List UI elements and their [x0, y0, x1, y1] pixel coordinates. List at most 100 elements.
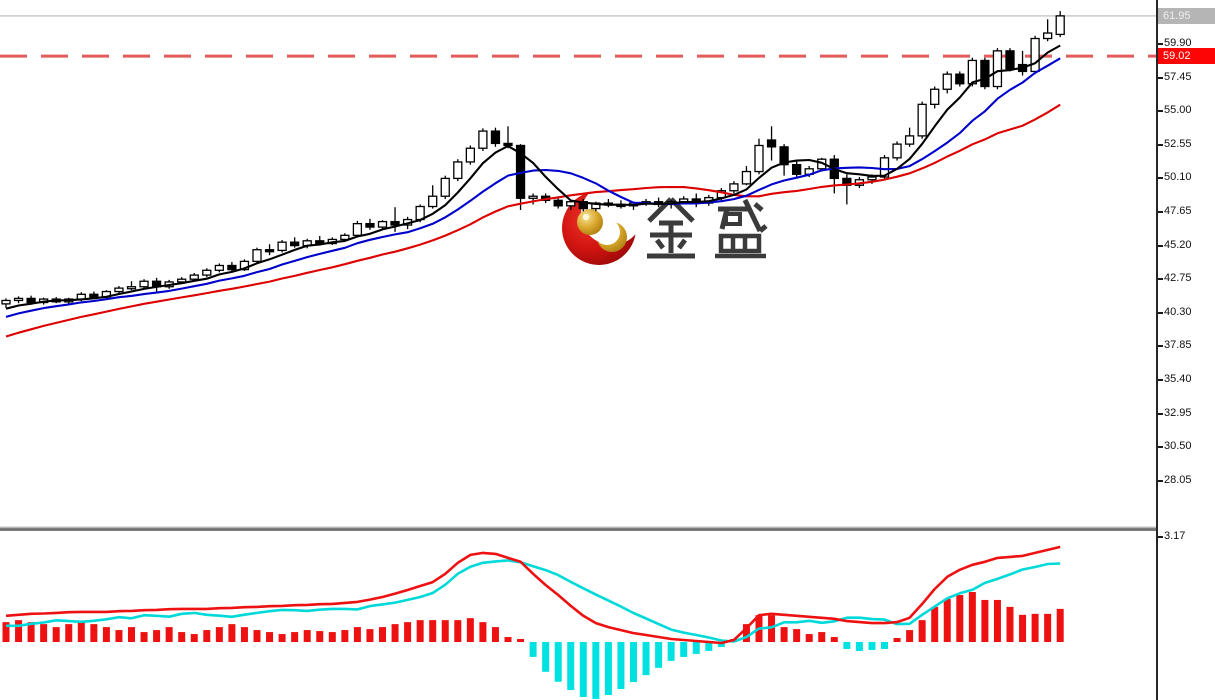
- candle[interactable]: [566, 200, 576, 210]
- candle[interactable]: [904, 127, 915, 147]
- candle[interactable]: [114, 286, 124, 294]
- candle[interactable]: [980, 57, 990, 90]
- candle[interactable]: [151, 277, 162, 292]
- candle[interactable]: [490, 127, 501, 147]
- candle[interactable]: [1005, 48, 1015, 72]
- candle[interactable]: [264, 244, 275, 256]
- price-tick-label: 55.00: [1164, 104, 1192, 117]
- macd-histogram-bar: [943, 598, 951, 642]
- macd-histogram-bar: [554, 642, 562, 682]
- candle[interactable]: [252, 247, 262, 263]
- candle[interactable]: [377, 220, 388, 230]
- price-tick-label: 45.20: [1164, 238, 1192, 251]
- price-chart-canvas[interactable]: [0, 0, 1157, 527]
- candle[interactable]: [603, 198, 614, 208]
- price-tick-tick: [1158, 244, 1163, 247]
- candle[interactable]: [1, 298, 11, 308]
- candle[interactable]: [1055, 11, 1065, 38]
- macd-histogram-bar: [956, 594, 964, 642]
- macd-histogram-bar: [780, 627, 788, 642]
- candle[interactable]: [202, 268, 212, 278]
- candle[interactable]: [1030, 35, 1040, 75]
- macd-histogram-bar: [77, 622, 85, 642]
- macd-histogram-bar: [504, 637, 512, 642]
- candle[interactable]: [779, 144, 789, 176]
- macd-histogram-bar: [303, 630, 311, 642]
- candle[interactable]: [691, 193, 701, 208]
- candle[interactable]: [892, 141, 902, 161]
- macd-histogram-bar: [140, 632, 148, 642]
- candle[interactable]: [465, 145, 476, 165]
- macd-histogram-bar: [868, 642, 876, 650]
- alert-price-badge[interactable]: 59.02: [1158, 48, 1215, 64]
- macd-histogram-bar: [454, 620, 462, 642]
- candle[interactable]: [792, 160, 802, 178]
- candle[interactable]: [930, 86, 940, 109]
- candle[interactable]: [503, 126, 513, 149]
- candle[interactable]: [289, 237, 300, 248]
- macd-histogram-layer: [2, 591, 1064, 699]
- price-tick-label: 30.50: [1164, 440, 1192, 453]
- ma-fast-line: [5, 44, 1061, 310]
- candle[interactable]: [528, 193, 538, 205]
- macd-histogram-bar: [65, 624, 73, 642]
- price-tick-label: 50.10: [1164, 171, 1192, 184]
- candle[interactable]: [440, 175, 450, 199]
- macd-histogram-bar: [1056, 608, 1064, 642]
- macd-histogram-bar: [630, 642, 637, 683]
- macd-histogram-bar: [278, 634, 286, 642]
- macd-histogram-bar: [190, 634, 198, 642]
- candle[interactable]: [1017, 50, 1028, 76]
- macd-histogram-bar: [253, 630, 261, 642]
- macd-histogram-bar: [27, 622, 35, 642]
- candle[interactable]: [277, 240, 287, 253]
- macd-histogram-bar: [165, 627, 173, 642]
- macd-histogram-bar: [918, 620, 926, 642]
- price-axis[interactable]: 61.95 59.02 59.90 57.45 55.00 52.55 50.10 47.…: [1158, 0, 1215, 700]
- macd-histogram-bar: [742, 624, 750, 642]
- candle[interactable]: [653, 197, 664, 208]
- candle[interactable]: [766, 126, 777, 161]
- macd-histogram-bar: [266, 632, 274, 642]
- candle[interactable]: [453, 159, 463, 182]
- price-tick-label: 40.30: [1164, 305, 1192, 318]
- candle[interactable]: [227, 262, 237, 272]
- macd-dea-line: [6, 559, 1061, 643]
- candle[interactable]: [578, 198, 588, 212]
- candle[interactable]: [955, 71, 965, 87]
- indicator-tick-tick: [1158, 536, 1163, 538]
- macd-histogram-bar: [391, 624, 399, 642]
- candle[interactable]: [352, 220, 363, 237]
- candle[interactable]: [754, 138, 764, 175]
- macd-histogram-bar: [353, 627, 361, 642]
- candle[interactable]: [13, 296, 24, 304]
- candle[interactable]: [214, 263, 225, 273]
- candle[interactable]: [992, 48, 1003, 90]
- price-tick-tick: [1158, 379, 1163, 381]
- price-tick-tick: [1158, 76, 1163, 79]
- candle[interactable]: [842, 174, 852, 205]
- macd-histogram-bar: [40, 624, 48, 642]
- candle[interactable]: [428, 185, 438, 209]
- candle[interactable]: [390, 207, 400, 232]
- candle[interactable]: [478, 128, 488, 151]
- candle[interactable]: [365, 218, 375, 230]
- macd-histogram-bar: [466, 618, 474, 642]
- candle[interactable]: [126, 281, 137, 291]
- candle[interactable]: [741, 166, 752, 186]
- candle[interactable]: [139, 279, 149, 289]
- price-tick-tick: [1158, 479, 1163, 482]
- candle[interactable]: [829, 155, 839, 194]
- current-price-badge: 61.95: [1158, 8, 1215, 24]
- indicator-canvas[interactable]: [0, 531, 1157, 700]
- candle[interactable]: [917, 101, 927, 139]
- panel-divider[interactable]: [0, 526, 1215, 531]
- candle[interactable]: [942, 71, 952, 94]
- candle[interactable]: [729, 181, 739, 194]
- ma-slow-line: [5, 103, 1061, 338]
- candle[interactable]: [1043, 19, 1053, 42]
- macd-histogram-bar: [818, 632, 826, 642]
- macd-histogram-bar: [341, 630, 349, 642]
- macd-histogram-bar: [805, 634, 813, 642]
